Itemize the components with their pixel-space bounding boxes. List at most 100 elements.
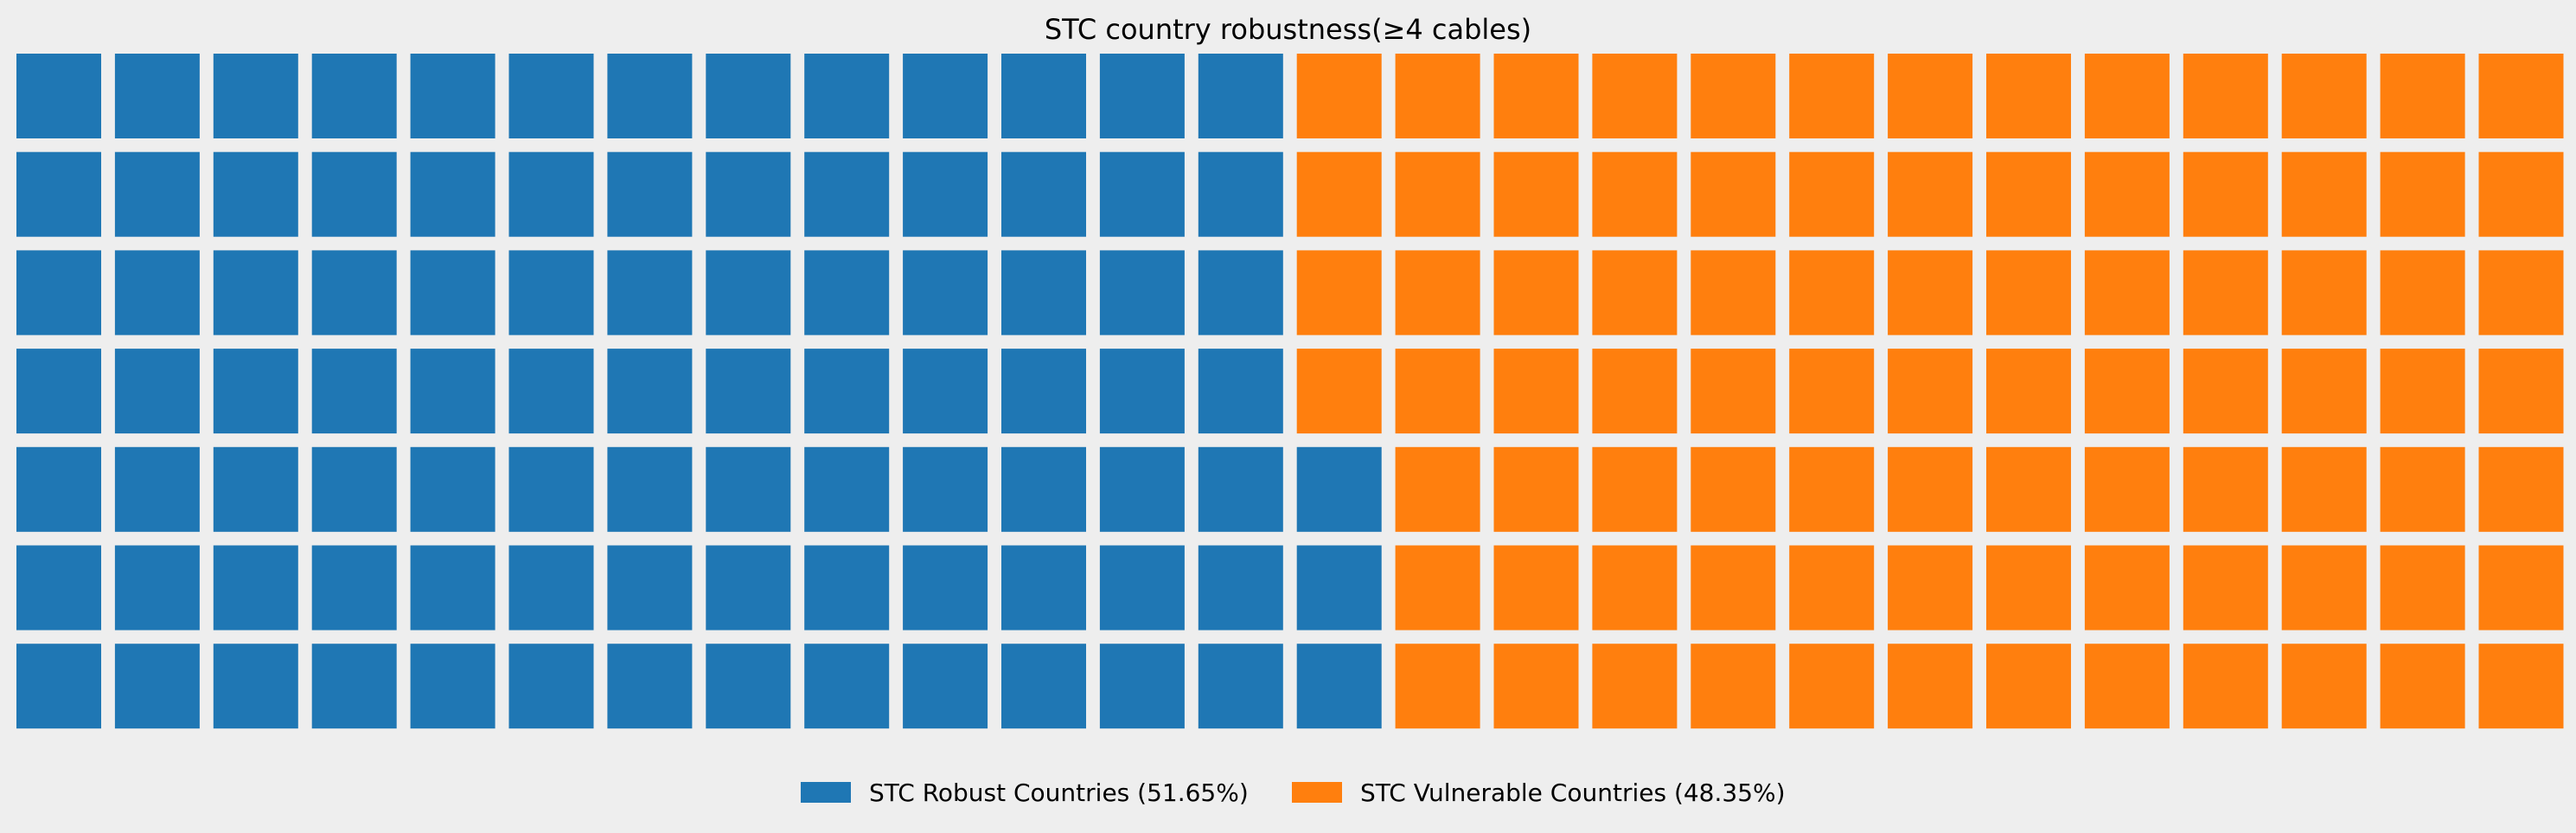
waffle-cell (1099, 151, 1185, 237)
waffle-cell (1789, 349, 1875, 434)
waffle-cell (1198, 446, 1283, 532)
waffle-cell (804, 545, 890, 631)
waffle-cell (1986, 151, 2071, 237)
waffle-cell (903, 54, 988, 138)
chart-title: STC country robustness(≥4 cables) (1045, 13, 1531, 46)
waffle-cell (1395, 250, 1480, 336)
waffle-cell (2380, 250, 2465, 336)
waffle-cell (2084, 349, 2170, 434)
waffle-cell (2380, 545, 2465, 631)
waffle-cell (2478, 644, 2564, 729)
waffle-cell (1888, 54, 1973, 138)
waffle-cell (706, 250, 791, 336)
waffle-cell (2380, 349, 2465, 434)
waffle-cell (2183, 545, 2268, 631)
waffle-cell (607, 250, 693, 336)
waffle-cell (2380, 151, 2465, 237)
waffle-cell (1296, 545, 1382, 631)
waffle-cell (2380, 54, 2465, 138)
waffle-cell (410, 54, 495, 138)
waffle-cell (804, 54, 890, 138)
waffle-cell (2183, 151, 2268, 237)
waffle-cell (213, 54, 298, 138)
waffle-cell (1789, 644, 1875, 729)
waffle-cell (1691, 446, 1776, 532)
waffle-cell (1691, 54, 1776, 138)
waffle-cell (1986, 250, 2071, 336)
waffle-cell (1001, 54, 1086, 138)
waffle-cell (410, 545, 495, 631)
waffle-cell (706, 151, 791, 237)
waffle-cell (1001, 644, 1086, 729)
waffle-cell (508, 545, 594, 631)
legend-swatch (1292, 782, 1342, 803)
waffle-cell (311, 644, 397, 729)
waffle-cell (2478, 446, 2564, 532)
waffle-cell (1888, 349, 1973, 434)
waffle-cell (1198, 54, 1283, 138)
waffle-cell (114, 545, 200, 631)
waffle-cell (607, 446, 693, 532)
waffle-cell (1001, 446, 1086, 532)
waffle-cell (607, 644, 693, 729)
waffle-cell (2084, 644, 2170, 729)
legend: STC Robust Countries (51.65%) STC Vulnera… (801, 779, 1786, 807)
waffle-cell (706, 54, 791, 138)
waffle-cell (311, 250, 397, 336)
waffle-cell (2084, 54, 2170, 138)
waffle-cell (1986, 349, 2071, 434)
waffle-cell (311, 545, 397, 631)
waffle-cell (804, 644, 890, 729)
waffle-cell (1888, 545, 1973, 631)
waffle-cell (2084, 545, 2170, 631)
waffle-cell (1296, 250, 1382, 336)
waffle-cell (2281, 545, 2367, 631)
waffle-cell (114, 349, 200, 434)
waffle-cell (311, 54, 397, 138)
waffle-cell (16, 151, 101, 237)
waffle-cell (1691, 545, 1776, 631)
waffle-cell (1493, 151, 1579, 237)
waffle-cell (213, 349, 298, 434)
waffle-cell (2478, 54, 2564, 138)
waffle-cell (1592, 446, 1678, 532)
waffle-cell (1986, 54, 2071, 138)
waffle-cell (16, 54, 101, 138)
waffle-cell (903, 545, 988, 631)
waffle-cell (2478, 151, 2564, 237)
waffle-cell (1493, 545, 1579, 631)
waffle-cell (607, 54, 693, 138)
waffle-cell (2084, 446, 2170, 532)
waffle-cell (1099, 644, 1185, 729)
waffle-cell (2281, 644, 2367, 729)
waffle-cell (2281, 349, 2367, 434)
waffle-cell (1691, 250, 1776, 336)
waffle-cell (804, 250, 890, 336)
waffle-cell (1198, 349, 1283, 434)
waffle-cell (2084, 250, 2170, 336)
waffle-cell (903, 151, 988, 237)
waffle-cell (114, 644, 200, 729)
waffle-cell (1198, 151, 1283, 237)
waffle-cell (1198, 250, 1283, 336)
waffle-cell (2380, 644, 2465, 729)
waffle-cell (706, 349, 791, 434)
waffle-cell (706, 446, 791, 532)
waffle-cell (114, 250, 200, 336)
waffle-cell (1691, 349, 1776, 434)
waffle-cell (1691, 151, 1776, 237)
waffle-cell (2281, 250, 2367, 336)
waffle-cell (1592, 349, 1678, 434)
waffle-cell (1099, 349, 1185, 434)
waffle-cell (213, 644, 298, 729)
waffle-cell (1198, 644, 1283, 729)
waffle-cell (2478, 545, 2564, 631)
waffle-cell (1888, 151, 1973, 237)
waffle-cell (1888, 446, 1973, 532)
waffle-cell (2281, 151, 2367, 237)
waffle-cell (1099, 545, 1185, 631)
waffle-cell (1592, 250, 1678, 336)
legend-swatch (801, 782, 851, 803)
waffle-cell (508, 349, 594, 434)
